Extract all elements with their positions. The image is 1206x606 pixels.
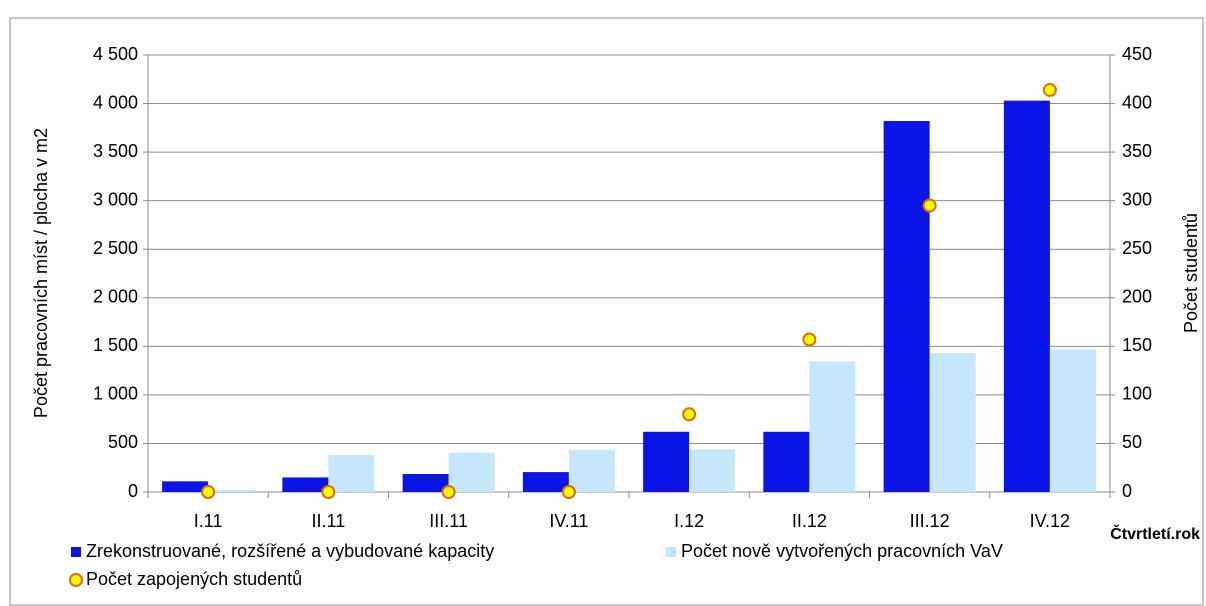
y2-tick-label: 100	[1122, 384, 1152, 404]
marker	[441, 485, 456, 499]
y-tick-label: 1 500	[93, 335, 138, 355]
y2-tick-label: 0	[1122, 481, 1132, 501]
marker	[682, 407, 697, 422]
bar	[568, 449, 615, 492]
legend-swatch	[69, 573, 83, 587]
legend-label: Zrekonstruované, rozšířené a vybudované …	[86, 541, 494, 561]
y2-axis-label: Počet studentů	[1181, 213, 1201, 333]
legend-label: Počet nově vytvořených pracovních VaV	[681, 541, 1003, 561]
legend-label: Počet zapojených studentů	[86, 569, 302, 589]
bar	[809, 361, 856, 492]
x-tick-label: IV.11	[549, 511, 588, 531]
x-tick-label: III.12	[910, 511, 950, 531]
bar	[402, 474, 449, 492]
marker	[922, 198, 937, 213]
x-tick-label: I.12	[674, 511, 704, 531]
y2-tick-label: 50	[1122, 432, 1142, 452]
bar	[763, 431, 810, 492]
bar	[1003, 100, 1050, 493]
y2-tick-label: 200	[1122, 287, 1152, 307]
bar	[929, 353, 976, 492]
y-tick-label: 0	[128, 481, 138, 501]
bar	[328, 455, 375, 492]
y2-tick-label: 300	[1122, 189, 1152, 209]
y2-tick-label: 150	[1122, 335, 1152, 355]
bar	[522, 472, 569, 492]
bar	[643, 431, 690, 492]
x-tick-label: II.11	[312, 511, 346, 531]
x-tick-label: I.11	[194, 511, 223, 531]
y-tick-label: 3 500	[93, 141, 138, 161]
y-tick-label: 2 500	[93, 238, 138, 258]
bar	[282, 477, 329, 492]
bar	[448, 452, 495, 492]
y2-tick-label: 250	[1122, 238, 1152, 258]
bar	[689, 449, 736, 492]
y-tick-label: 500	[108, 432, 138, 452]
marker	[321, 485, 336, 499]
y2-tick-label: 450	[1122, 44, 1152, 64]
y-tick-label: 2 000	[93, 287, 138, 307]
bar	[162, 481, 209, 492]
y-tick-label: 3 000	[93, 189, 138, 209]
marker	[561, 485, 576, 499]
bar	[883, 121, 930, 492]
y-tick-label: 4 000	[93, 92, 138, 112]
marker	[1042, 82, 1057, 97]
y-tick-label: 1 000	[93, 384, 138, 404]
legend-swatch	[71, 547, 81, 557]
x-tick-label: II.12	[792, 511, 827, 531]
marker	[201, 485, 216, 499]
marker	[802, 332, 817, 347]
legend-swatch	[666, 547, 676, 557]
x-tick-label: IV.12	[1030, 511, 1070, 531]
y-tick-label: 4 500	[93, 44, 138, 64]
bar	[1049, 349, 1096, 492]
y2-tick-label: 350	[1122, 141, 1152, 161]
bar	[208, 490, 255, 492]
y2-tick-label: 400	[1122, 92, 1152, 112]
y-axis-label: Počet pracovních míst / plocha v m2	[31, 128, 51, 418]
x-tick-label: III.11	[429, 511, 468, 531]
x-axis-label: Čtvrtletí.rok	[1110, 524, 1200, 543]
